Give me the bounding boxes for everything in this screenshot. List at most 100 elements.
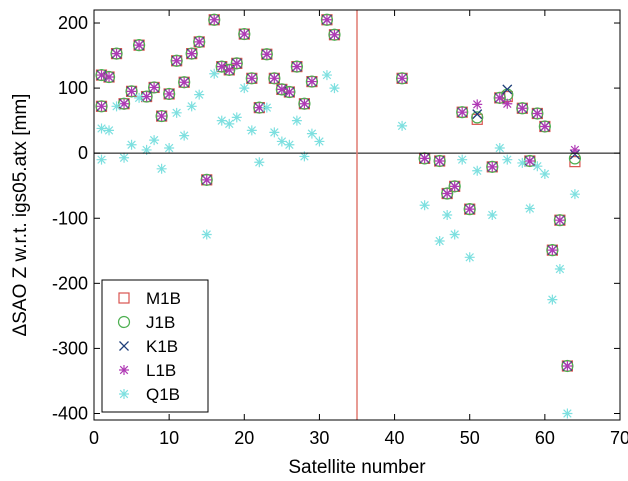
data-point-l1b <box>539 121 550 132</box>
data-point-k1b <box>502 84 513 95</box>
data-point-q1b <box>442 210 453 220</box>
data-point-l1b <box>126 86 137 97</box>
data-point-l1b <box>261 49 272 60</box>
data-point-l1b <box>562 360 573 371</box>
data-point-l1b <box>246 73 257 84</box>
data-point-q1b <box>111 101 122 112</box>
data-point-l1b <box>171 55 182 66</box>
x-tick-label: 60 <box>535 428 555 448</box>
legend-box <box>101 279 209 413</box>
data-point-j1b <box>546 244 559 257</box>
legend-label-k1b: K1B <box>146 337 178 356</box>
data-point-q1b <box>291 115 302 126</box>
data-point-q1b <box>569 189 580 200</box>
data-point-l1b <box>231 58 242 69</box>
data-point-j1b <box>163 87 176 101</box>
data-point-q1b <box>487 210 498 220</box>
data-point-l1b <box>397 73 408 84</box>
legend: M1B J1B K1B L1B Q1B <box>101 279 209 413</box>
x-tick-label: 20 <box>234 428 254 448</box>
y-tick-label: 100 <box>58 78 88 98</box>
legend-label-q1b: Q1B <box>146 385 180 404</box>
data-point-q1b <box>321 70 332 81</box>
axes-layer: 0 10 20 30 40 50 60 70 -400 -300 -200 -100 0 100 200 <box>52 9 628 448</box>
x-tick-label: 0 <box>89 428 99 448</box>
data-point-j1b <box>185 47 198 60</box>
data-point-j1b <box>223 63 236 76</box>
data-point-j1b <box>110 47 123 60</box>
data-point-l1b <box>269 73 280 84</box>
data-point-q1b <box>239 83 250 94</box>
data-point-q1b <box>201 229 212 240</box>
data-point-q1b <box>231 112 242 123</box>
data-point-l1b <box>442 188 453 199</box>
data-point-l1b <box>111 48 122 59</box>
data-point-q1b <box>254 157 265 168</box>
data-point-l1b <box>472 99 483 110</box>
data-point-j1b <box>561 359 574 373</box>
data-point-l1b <box>276 84 287 95</box>
data-point-q1b <box>96 154 107 165</box>
data-point-l1b <box>164 88 175 99</box>
data-point-j1b <box>290 60 303 73</box>
y-tick-label: -300 <box>52 338 88 358</box>
data-point-q1b <box>164 142 175 153</box>
data-point-k1b <box>472 109 483 120</box>
data-point-q1b <box>457 154 468 165</box>
data-point-q1b <box>209 68 220 79</box>
data-point-q1b <box>149 135 160 146</box>
data-point-j1b <box>148 81 161 94</box>
legend-label-j1b: J1B <box>146 313 175 332</box>
data-point-q1b <box>434 236 445 247</box>
marks-layer <box>95 13 582 419</box>
data-point-l1b <box>224 64 235 75</box>
data-point-q1b <box>299 151 310 162</box>
data-point-l1b <box>186 48 197 59</box>
data-point-j1b <box>178 76 191 89</box>
data-point-q1b <box>562 408 573 419</box>
data-point-q1b <box>119 152 130 163</box>
data-point-l1b <box>532 108 543 119</box>
data-point-l1b <box>306 76 317 87</box>
legend-marker-k1b <box>119 341 129 351</box>
series-q1b <box>96 68 580 419</box>
data-point-q1b <box>269 127 280 138</box>
data-point-q1b <box>194 89 205 100</box>
data-point-j1b <box>125 85 138 98</box>
data-point-l1b <box>284 87 295 97</box>
data-point-j1b <box>200 173 213 186</box>
data-point-l1b <box>457 107 468 118</box>
data-point-q1b <box>449 229 460 240</box>
data-point-j1b <box>471 111 484 124</box>
data-point-j1b <box>531 107 544 120</box>
data-point-j1b <box>260 48 273 61</box>
data-point-l1b <box>134 40 145 51</box>
data-point-l1b <box>291 61 302 72</box>
data-point-l1b <box>149 82 160 93</box>
data-point-q1b <box>464 252 475 263</box>
data-point-j1b <box>193 35 206 48</box>
data-point-l1b <box>449 181 460 192</box>
data-point-q1b <box>306 128 317 139</box>
data-point-l1b <box>464 204 475 215</box>
data-point-q1b <box>397 120 408 131</box>
data-point-q1b <box>539 169 550 179</box>
y-tick-label: 200 <box>58 13 88 33</box>
data-point-q1b <box>96 123 107 134</box>
data-point-j1b <box>448 180 461 193</box>
data-point-q1b <box>502 154 513 165</box>
legend-label-m1b: M1B <box>146 289 181 308</box>
data-point-l1b <box>419 153 430 164</box>
data-point-j1b <box>320 13 334 26</box>
data-point-j1b <box>298 97 311 110</box>
data-point-q1b <box>224 118 235 129</box>
data-point-q1b <box>134 92 145 103</box>
data-point-j1b <box>95 100 108 113</box>
data-point-l1b <box>104 72 115 83</box>
legend-marker-j1b <box>117 315 131 329</box>
data-point-j1b <box>486 160 499 173</box>
legend-label-l1b: L1B <box>146 361 176 380</box>
data-point-l1b <box>239 29 250 40</box>
data-point-l1b <box>201 174 212 185</box>
